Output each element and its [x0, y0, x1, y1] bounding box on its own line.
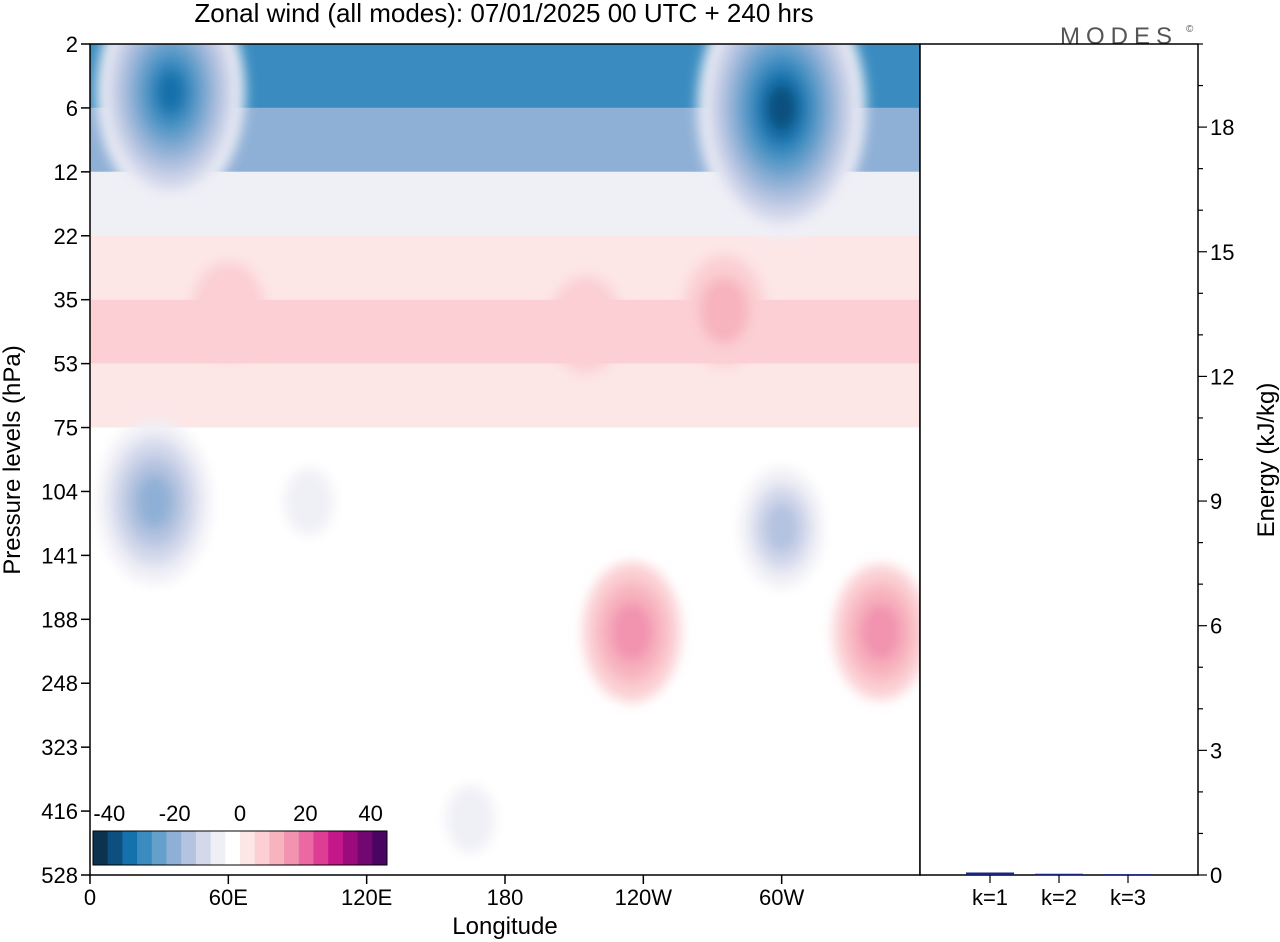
colorbar-swatch — [328, 831, 344, 865]
wind-feature-2-ring-3 — [135, 474, 174, 530]
colorbar-swatch — [372, 831, 388, 865]
wind-feature-6-ring-2 — [610, 602, 653, 663]
wind-feature-8-ring-1 — [699, 276, 749, 344]
colorbar-swatch — [166, 831, 182, 865]
pressure-tick-label: 248 — [41, 671, 78, 696]
colorbar-swatch — [93, 831, 109, 865]
pressure-tick-label: 188 — [41, 607, 78, 632]
wind-feature-3-ring-3 — [763, 502, 800, 554]
x-axis-title: Longitude — [452, 913, 557, 940]
wind-feature-1-ring-6 — [155, 69, 186, 115]
pressure-tick-label: 6 — [66, 96, 78, 121]
energy-tick-label: 6 — [1210, 614, 1222, 639]
pressure-tick-label: 22 — [54, 224, 78, 249]
pressure-axis: 2 6 12 22 35 53 75 104 141 188 248 323 416 528 — [41, 32, 90, 888]
wind-feature-7-ring-2 — [860, 603, 902, 662]
colorbar-swatch — [269, 831, 285, 865]
level-band-5 — [90, 363, 920, 428]
colorbar-swatch — [210, 831, 226, 865]
pressure-tick-label: 12 — [54, 160, 78, 185]
longitude-tick-label: 120E — [341, 885, 392, 910]
wind-feature-0-ring-7 — [766, 84, 797, 131]
energy-bar-k=2 — [1035, 873, 1083, 876]
energy-panel-frame — [919, 43, 1199, 876]
wind-feature-10-ring-0 — [549, 276, 623, 373]
colorbar-swatch — [107, 831, 123, 865]
pressure-tick-label: 528 — [41, 863, 78, 888]
colorbar-label: -40 — [93, 801, 125, 826]
wind-heatmap — [90, 44, 920, 875]
longitude-axis: 0 60E 120E 180 120W 60W — [84, 875, 805, 910]
colorbar-label: 40 — [358, 801, 382, 826]
pressure-tick-label: 2 — [66, 32, 78, 57]
pressure-tick-label: 53 — [54, 352, 78, 377]
y-axis-title: Pressure levels (hPa) — [0, 345, 26, 574]
wind-features — [96, 44, 920, 875]
longitude-tick-label: 60E — [209, 885, 248, 910]
wind-feature-5-ring-1 — [446, 785, 495, 853]
pressure-tick-label: 323 — [41, 735, 78, 760]
colorbar-swatch — [240, 831, 256, 865]
colorbar-swatch — [254, 831, 270, 865]
colorbar-swatch — [225, 831, 241, 865]
colorbar-swatch — [137, 831, 153, 865]
colorbar-label: 0 — [234, 801, 246, 826]
energy-category-label: k=1 — [972, 885, 1008, 910]
colorbar-swatch — [151, 831, 167, 865]
energy-categories: k=1 k=2 k=3 — [972, 875, 1146, 910]
energy-category-label: k=2 — [1041, 885, 1077, 910]
pressure-tick-label: 104 — [41, 479, 78, 504]
colorbar-swatch — [357, 831, 373, 865]
wind-feature-4-ring-1 — [284, 468, 334, 536]
pressure-tick-label: 35 — [54, 288, 78, 313]
pressure-tick-label: 75 — [54, 416, 78, 441]
colorbar-swatch — [313, 831, 329, 865]
colorbar-swatch — [122, 831, 138, 865]
energy-tick-label: 3 — [1210, 738, 1222, 763]
pressure-tick-label: 416 — [41, 799, 78, 824]
energy-tick-label: 18 — [1210, 115, 1234, 140]
energy-axis-title: Energy (kJ/kg) — [1253, 383, 1280, 538]
energy-tick-label: 12 — [1210, 364, 1234, 389]
wind-feature-9-ring-0 — [191, 261, 265, 359]
energy-category-label: k=3 — [1110, 885, 1146, 910]
pressure-tick-label: 141 — [41, 543, 78, 568]
energy-axis: 0 3 6 9 12 15 18 — [1198, 43, 1234, 888]
energy-bars — [966, 872, 1152, 876]
brand-mark: © — [1186, 24, 1194, 35]
energy-tick-label: 0 — [1210, 863, 1222, 888]
longitude-tick-label: 120W — [615, 885, 673, 910]
colorbar-frame — [92, 830, 388, 866]
colorbar: -40 -20 0 20 40 — [92, 801, 388, 866]
colorbar-swatch — [284, 831, 300, 865]
energy-tick-label: 15 — [1210, 240, 1234, 265]
colorbar-swatch — [195, 831, 212, 865]
longitude-tick-label: 180 — [487, 885, 524, 910]
chart-title: Zonal wind (all modes): 07/01/2025 00 UT… — [194, 0, 813, 28]
colorbar-swatch — [298, 831, 314, 865]
colorbar-swatch — [342, 831, 359, 865]
energy-tick-label: 9 — [1210, 489, 1222, 514]
colorbar-swatch — [181, 831, 197, 865]
longitude-tick-label: 60W — [759, 885, 804, 910]
colorbar-label: -20 — [159, 801, 191, 826]
energy-bar-k=1 — [966, 872, 1014, 875]
longitude-tick-label: 0 — [84, 885, 96, 910]
energy-bar-k=3 — [1104, 874, 1152, 876]
colorbar-label: 20 — [293, 801, 317, 826]
